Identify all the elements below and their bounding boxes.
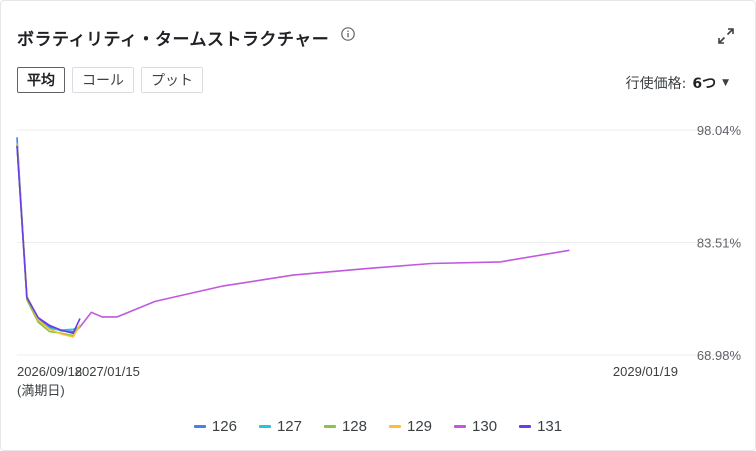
legend-label: 130 bbox=[472, 418, 498, 435]
legend-label: 131 bbox=[537, 418, 563, 435]
legend-item-127[interactable]: 127 bbox=[258, 418, 302, 435]
legend-label: 129 bbox=[407, 418, 433, 435]
legend-label: 127 bbox=[276, 418, 302, 435]
legend-swatch bbox=[258, 425, 271, 428]
info-icon[interactable] bbox=[341, 27, 355, 41]
y-tick-label: 83.51% bbox=[697, 236, 742, 251]
tab-average[interactable]: 平均 bbox=[17, 67, 65, 93]
tab-put[interactable]: プット bbox=[141, 67, 203, 93]
series-line-128 bbox=[16, 144, 81, 337]
legend-label: 128 bbox=[341, 418, 367, 435]
legend-item-130[interactable]: 130 bbox=[454, 418, 497, 435]
tab-call[interactable]: コール bbox=[72, 67, 134, 93]
x-tick-label: 2029/01/19 bbox=[613, 364, 678, 379]
series-line-126 bbox=[16, 137, 81, 333]
strike-count-dropdown[interactable]: 行使価格: 6つ ▼ bbox=[626, 73, 729, 93]
legend-swatch bbox=[519, 425, 532, 428]
series-line-129 bbox=[16, 143, 81, 338]
series-line-127 bbox=[16, 142, 81, 331]
x-axis-sublabel: (満期日) bbox=[17, 383, 65, 398]
y-tick-label: 98.04% bbox=[697, 123, 742, 138]
y-tick-label: 68.98% bbox=[697, 348, 742, 363]
legend-item-128[interactable]: 128 bbox=[323, 418, 367, 435]
legend-swatch bbox=[323, 425, 336, 428]
chart-legend: 126 127 128 129 130 131 bbox=[1, 418, 755, 435]
strike-selector-label: 行使価格: bbox=[625, 76, 687, 92]
series-line-130 bbox=[16, 144, 570, 335]
strike-selector-value: 6つ bbox=[692, 76, 717, 92]
legend-item-131[interactable]: 131 bbox=[519, 418, 562, 435]
legend-swatch bbox=[454, 425, 467, 428]
x-tick-label: 2027/01/15 bbox=[75, 364, 140, 379]
legend-swatch bbox=[193, 425, 206, 428]
legend-item-129[interactable]: 129 bbox=[389, 418, 432, 435]
legend-item-126[interactable]: 126 bbox=[193, 418, 237, 435]
option-type-tabs: 平均 コール プット bbox=[17, 67, 203, 93]
chart-title: ボラティリティ・タームストラクチャー bbox=[17, 30, 330, 50]
x-tick-label: 2026/09/18 bbox=[17, 364, 82, 379]
series-line-131 bbox=[16, 145, 81, 335]
legend-swatch bbox=[389, 425, 401, 428]
legend-label: 126 bbox=[211, 418, 237, 435]
caret-down-icon: ▼ bbox=[722, 78, 729, 88]
expand-icon[interactable] bbox=[717, 27, 735, 45]
